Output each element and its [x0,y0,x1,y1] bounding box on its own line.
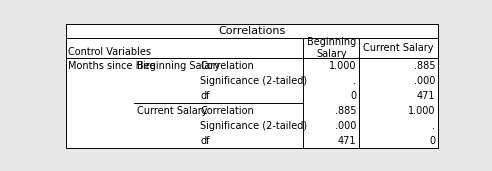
Text: .000: .000 [414,76,435,86]
Text: Months since Hire: Months since Hire [68,61,156,71]
Text: 471: 471 [417,91,435,101]
Text: Beginning Salary: Beginning Salary [137,61,219,71]
Text: .885: .885 [335,106,356,116]
Text: 1.000: 1.000 [407,106,435,116]
Text: .000: .000 [335,121,356,131]
Text: Control Variables: Control Variables [68,47,152,57]
Text: Current Salary: Current Salary [364,43,434,53]
Text: .885: .885 [414,61,435,71]
Text: 471: 471 [338,136,356,146]
Text: 0: 0 [350,91,356,101]
Text: .: . [353,76,356,86]
Text: 1.000: 1.000 [329,61,356,71]
Text: 0: 0 [429,136,435,146]
Text: Correlations: Correlations [218,26,286,36]
Text: df: df [200,136,210,146]
Text: .: . [432,121,435,131]
Text: Significance (2-tailed): Significance (2-tailed) [200,121,308,131]
Text: Correlation: Correlation [200,61,254,71]
Text: Correlation: Correlation [200,106,254,116]
Text: Current Salary: Current Salary [137,106,207,116]
Text: Significance (2-tailed): Significance (2-tailed) [200,76,308,86]
Text: df: df [200,91,210,101]
Text: Beginning
Salary: Beginning Salary [307,37,356,59]
